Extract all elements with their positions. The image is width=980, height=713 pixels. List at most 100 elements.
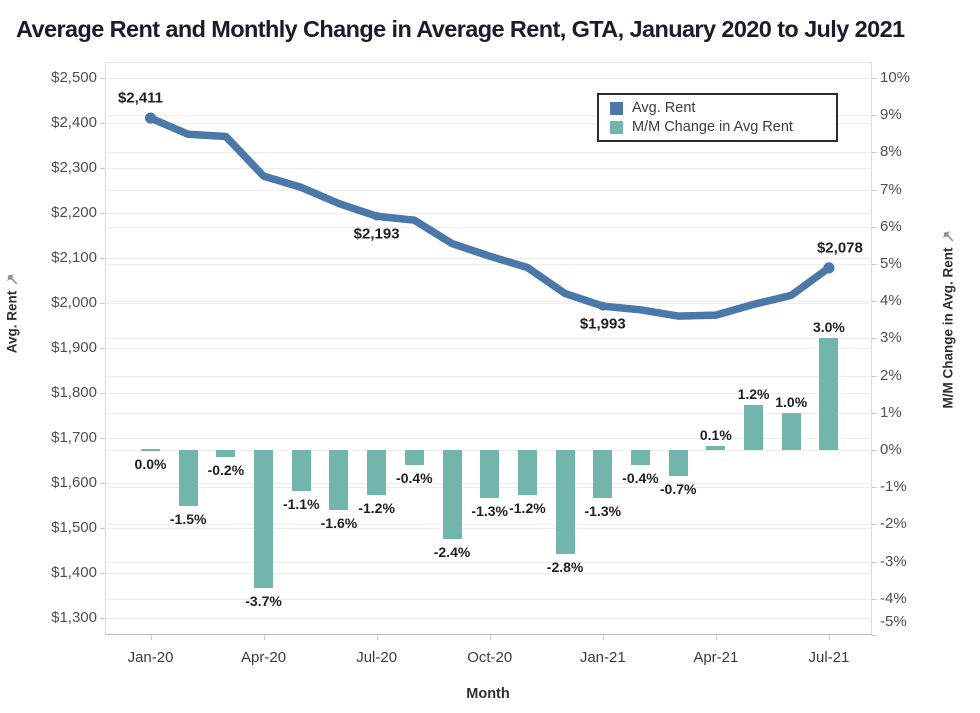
gridline — [105, 226, 872, 228]
left-axis-tick-label: $2,000 — [51, 294, 97, 311]
right-axis-tick — [872, 264, 877, 265]
bar-May-20[interactable] — [291, 450, 311, 491]
bar-Jul-20[interactable] — [367, 450, 387, 495]
bar-value-label: -3.7% — [245, 592, 282, 609]
bar-Aug-20[interactable] — [404, 450, 424, 465]
bar-value-label: -1.2% — [509, 499, 546, 516]
x-axis-tick — [376, 635, 378, 640]
gridline — [105, 338, 872, 340]
bar-Apr-21[interactable] — [706, 446, 726, 450]
gridline — [105, 258, 872, 259]
bar-Jul-21[interactable] — [819, 338, 839, 450]
bar-value-label: 1.0% — [775, 393, 808, 410]
bar-Jan-20[interactable] — [141, 449, 160, 451]
left-axis-tick-label: $1,600 — [51, 474, 97, 491]
x-axis-tick — [715, 635, 717, 640]
bar-Mar-21[interactable] — [668, 450, 688, 477]
right-axis-tick-label: 3% — [880, 329, 902, 347]
pin-icon[interactable] — [7, 274, 18, 285]
x-axis-tick — [263, 635, 265, 640]
left-axis-tick — [100, 258, 105, 259]
bar-Feb-20[interactable] — [178, 450, 198, 506]
legend-item[interactable]: Avg. Rent — [610, 100, 836, 116]
bar-value-label: -0.7% — [659, 481, 697, 498]
right-axis-tick-label: 6% — [880, 217, 902, 235]
legend-swatch — [610, 101, 623, 115]
right-axis-tick — [872, 412, 877, 414]
right-axis-tick — [872, 375, 877, 377]
right-axis-tick — [872, 524, 877, 526]
gridline — [105, 438, 872, 439]
gridline — [105, 393, 872, 394]
right-axis-tick — [872, 561, 877, 563]
legend: Avg. Rent M/M Change in Avg Rent — [597, 93, 838, 142]
bar-Jun-20[interactable] — [329, 450, 349, 510]
legend-item[interactable]: M/M Change in Avg Rent — [610, 119, 836, 135]
left-axis-tick-label: $1,800 — [51, 384, 97, 401]
bar-value-label: -0.4% — [396, 469, 433, 486]
right-axis-tick — [872, 115, 877, 117]
right-axis-tick — [872, 152, 877, 154]
line-value-label: $1,993 — [579, 315, 626, 333]
right-axis-tick — [872, 226, 877, 228]
right-axis-tick-label: -2% — [880, 515, 907, 533]
x-axis-tick-label: Oct-20 — [467, 649, 513, 666]
bar-value-label: -1.1% — [282, 495, 320, 512]
left-axis-tick-label: $1,700 — [51, 429, 97, 446]
left-axis-tick-label: $2,300 — [51, 159, 97, 176]
right-axis-tick — [872, 635, 877, 636]
gridline — [105, 348, 872, 349]
bar-Jun-21[interactable] — [781, 412, 801, 450]
gridline — [105, 303, 872, 304]
right-axis-title-label: M/M Change in Avg. Rent — [940, 247, 956, 409]
left-axis-tick — [100, 483, 105, 484]
left-axis-tick — [100, 168, 105, 169]
bar-Mar-20[interactable] — [216, 450, 236, 458]
right-axis-tick-label: -5% — [880, 613, 907, 630]
right-axis-tick-label: 10% — [880, 69, 911, 86]
right-axis-title: M/M Change in Avg. Rent — [941, 210, 956, 430]
left-axis-title: Avg. Rent — [5, 234, 20, 394]
legend-item-label: Avg. Rent — [632, 100, 696, 116]
bar-Jan-21[interactable] — [593, 450, 613, 499]
right-axis-tick-label: 8% — [880, 143, 902, 161]
x-axis-tick-label: Jan-20 — [127, 649, 174, 666]
line-value-label: $2,193 — [353, 225, 400, 243]
bar-Nov-20[interactable] — [517, 450, 537, 495]
x-axis-title: Month — [466, 686, 510, 702]
gridline — [105, 189, 872, 191]
left-axis-tick — [100, 123, 105, 124]
gridline — [105, 528, 872, 529]
bar-Apr-20[interactable] — [254, 450, 274, 588]
right-axis-tick-label: 4% — [880, 292, 902, 310]
right-axis-tick-label: -3% — [880, 552, 907, 570]
left-axis-tick-label: $2,100 — [51, 249, 97, 266]
bar-value-label: -1.3% — [471, 503, 508, 520]
line-value-label: $2,078 — [816, 239, 863, 257]
left-axis-tick — [100, 573, 105, 574]
bar-Dec-20[interactable] — [555, 450, 575, 555]
left-axis-tick-label: $1,900 — [51, 339, 97, 356]
right-axis-tick-label: -1% — [880, 478, 907, 496]
bar-value-label: 1.2% — [737, 386, 770, 403]
gridline — [105, 573, 872, 574]
bar-Sep-20[interactable] — [442, 450, 462, 540]
right-axis-tick-label: 9% — [880, 106, 902, 124]
bar-value-label: -1.5% — [169, 510, 207, 527]
bar-Feb-21[interactable] — [630, 450, 650, 465]
left-axis-tick — [100, 348, 105, 349]
bar-value-label: -1.3% — [584, 503, 622, 520]
bar-May-21[interactable] — [744, 405, 764, 450]
left-axis-tick — [100, 213, 105, 214]
x-axis-tick-label: Jul-21 — [808, 649, 850, 666]
right-axis-tick-label: 2% — [880, 366, 902, 384]
pin-icon[interactable] — [943, 231, 954, 242]
bar-value-label: 0.1% — [699, 427, 732, 444]
right-axis-tick — [872, 487, 877, 489]
gridline — [105, 561, 872, 563]
right-axis-tick-label: 7% — [880, 180, 902, 198]
bar-Oct-20[interactable] — [480, 450, 500, 499]
left-axis-tick — [100, 438, 105, 439]
gridline — [105, 78, 872, 79]
